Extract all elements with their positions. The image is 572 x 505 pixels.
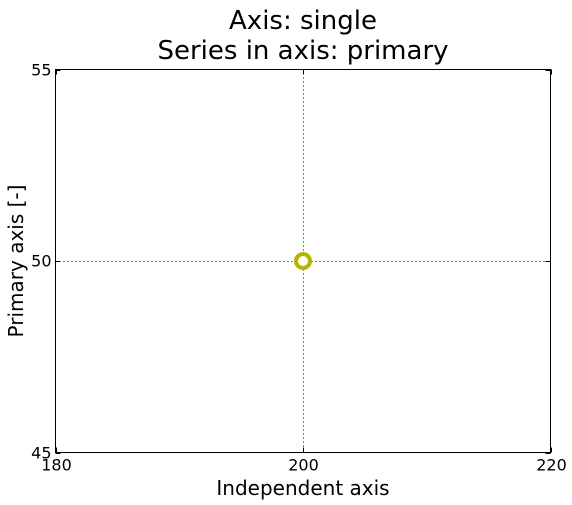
data-point: [294, 252, 312, 270]
grid-lines: [55, 69, 551, 453]
x-tick-label: 180: [41, 456, 72, 475]
y-tick-label: 45: [31, 444, 51, 463]
x-axis-label: Independent axis: [216, 476, 389, 500]
tick-labels: 180 200 220 45 50 55: [31, 61, 567, 475]
data-series: [294, 252, 312, 270]
y-tick-label: 50: [31, 252, 51, 271]
plot-area-frame: [55, 69, 551, 453]
chart-title-line-2: Series in axis: primary: [157, 36, 448, 66]
x-tick-label: 220: [536, 456, 567, 475]
chart-title-line-1: Axis: single: [229, 6, 377, 36]
x-tick-label: 200: [288, 456, 319, 475]
y-tick-label: 55: [31, 61, 51, 80]
y-axis-label: Primary axis [-]: [4, 185, 28, 338]
axis-ticks: [55, 69, 552, 454]
